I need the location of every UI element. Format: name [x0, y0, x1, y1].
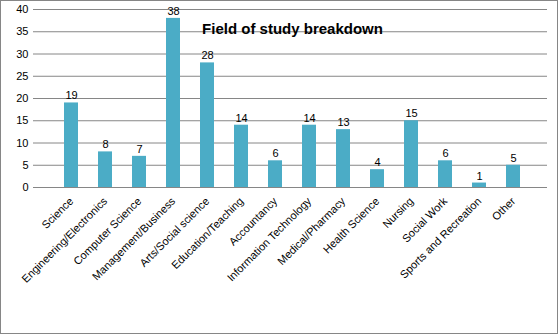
svg-text:Engineering/Electronics: Engineering/Electronics [19, 194, 110, 285]
svg-text:8: 8 [102, 138, 108, 150]
svg-text:15: 15 [16, 114, 28, 126]
svg-text:Health Science: Health Science [321, 195, 382, 256]
svg-text:Other: Other [489, 195, 517, 223]
svg-text:Information Technology: Information Technology [224, 194, 314, 284]
svg-text:25: 25 [16, 70, 28, 82]
svg-text:7: 7 [136, 143, 142, 155]
svg-text:5: 5 [510, 152, 516, 164]
svg-text:Social Work: Social Work [399, 194, 450, 245]
svg-text:Education/Teaching: Education/Teaching [169, 194, 246, 272]
svg-text:Science: Science [39, 194, 76, 231]
svg-text:4: 4 [374, 156, 380, 168]
svg-text:Arts/Social science: Arts/Social science [137, 194, 212, 269]
svg-text:5: 5 [22, 159, 28, 171]
svg-text:15: 15 [405, 107, 417, 119]
svg-text:40: 40 [16, 3, 28, 15]
svg-text:13: 13 [337, 116, 349, 128]
svg-text:Computer Science: Computer Science [70, 194, 144, 268]
svg-text:6: 6 [272, 147, 278, 159]
svg-text:14: 14 [235, 112, 247, 124]
svg-text:19: 19 [65, 89, 77, 101]
svg-text:6: 6 [442, 147, 448, 159]
svg-text:Field of study breakdown: Field of study breakdown [202, 20, 383, 37]
svg-text:1: 1 [476, 170, 482, 182]
svg-text:Medical/Pharmacy: Medical/Pharmacy [274, 194, 348, 268]
svg-text:Accountancy: Accountancy [226, 194, 280, 248]
svg-text:30: 30 [16, 48, 28, 60]
svg-text:Management/Business: Management/Business [89, 194, 178, 283]
svg-text:10: 10 [16, 137, 28, 149]
svg-text:Sports and Recreation: Sports and Recreation [398, 195, 484, 281]
svg-text:38: 38 [167, 5, 179, 17]
svg-text:35: 35 [16, 25, 28, 37]
svg-text:0: 0 [22, 181, 28, 193]
svg-text:Nursing: Nursing [380, 194, 416, 230]
svg-text:20: 20 [16, 92, 28, 104]
svg-text:14: 14 [303, 112, 315, 124]
svg-text:28: 28 [201, 49, 213, 61]
